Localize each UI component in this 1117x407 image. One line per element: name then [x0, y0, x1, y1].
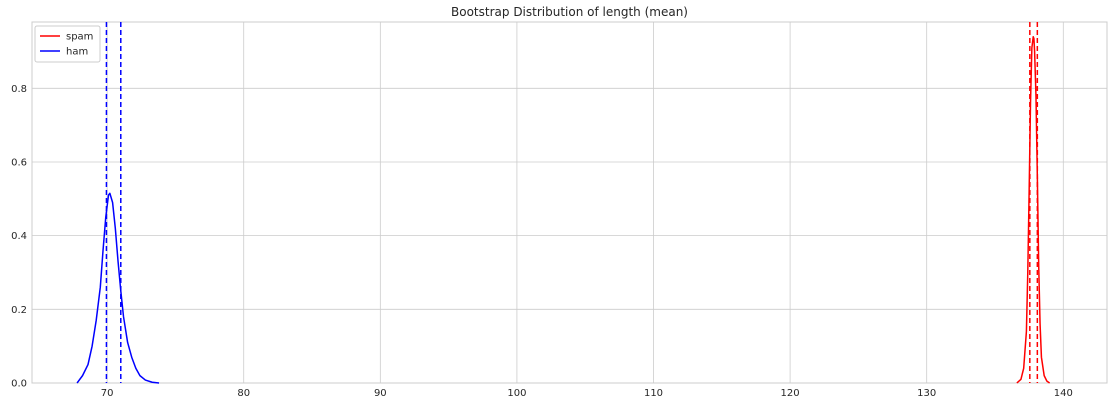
y-tick-label: 0.6	[11, 157, 27, 168]
legend-box	[34, 25, 101, 63]
legend-label-spam: spam	[66, 32, 93, 43]
series-line-spam	[1016, 35, 1051, 384]
x-tick-label: 90	[374, 388, 387, 399]
y-gridlines	[32, 87, 1107, 384]
x-gridlines	[106, 22, 1064, 383]
x-tick-label: 140	[1054, 388, 1073, 399]
y-tick-label: 0.4	[11, 231, 27, 242]
y-tick-labels: 0.0 0.2 0.4 0.6 0.8	[11, 84, 27, 390]
legend-label-ham: ham	[66, 47, 88, 58]
x-tick-label: 100	[507, 388, 526, 399]
legend: spam ham	[34, 25, 101, 63]
y-tick-label: 0.8	[11, 84, 27, 95]
x-tick-label: 110	[644, 388, 663, 399]
x-tick-labels: 70 80 90 100 110 120 130 140	[101, 388, 1073, 399]
plot-frame	[31, 21, 1108, 384]
x-tick-label: 120	[781, 388, 800, 399]
chart-title: Bootstrap Distribution of length (mean)	[451, 5, 688, 19]
x-tick-label: 70	[101, 388, 114, 399]
series-layer	[76, 35, 1051, 384]
x-tick-label: 80	[237, 388, 250, 399]
x-tick-label: 130	[917, 388, 936, 399]
y-tick-label: 0.0	[11, 379, 27, 390]
series-line-ham	[76, 192, 160, 384]
ci-lines	[105, 22, 1039, 383]
y-tick-label: 0.2	[11, 305, 27, 316]
